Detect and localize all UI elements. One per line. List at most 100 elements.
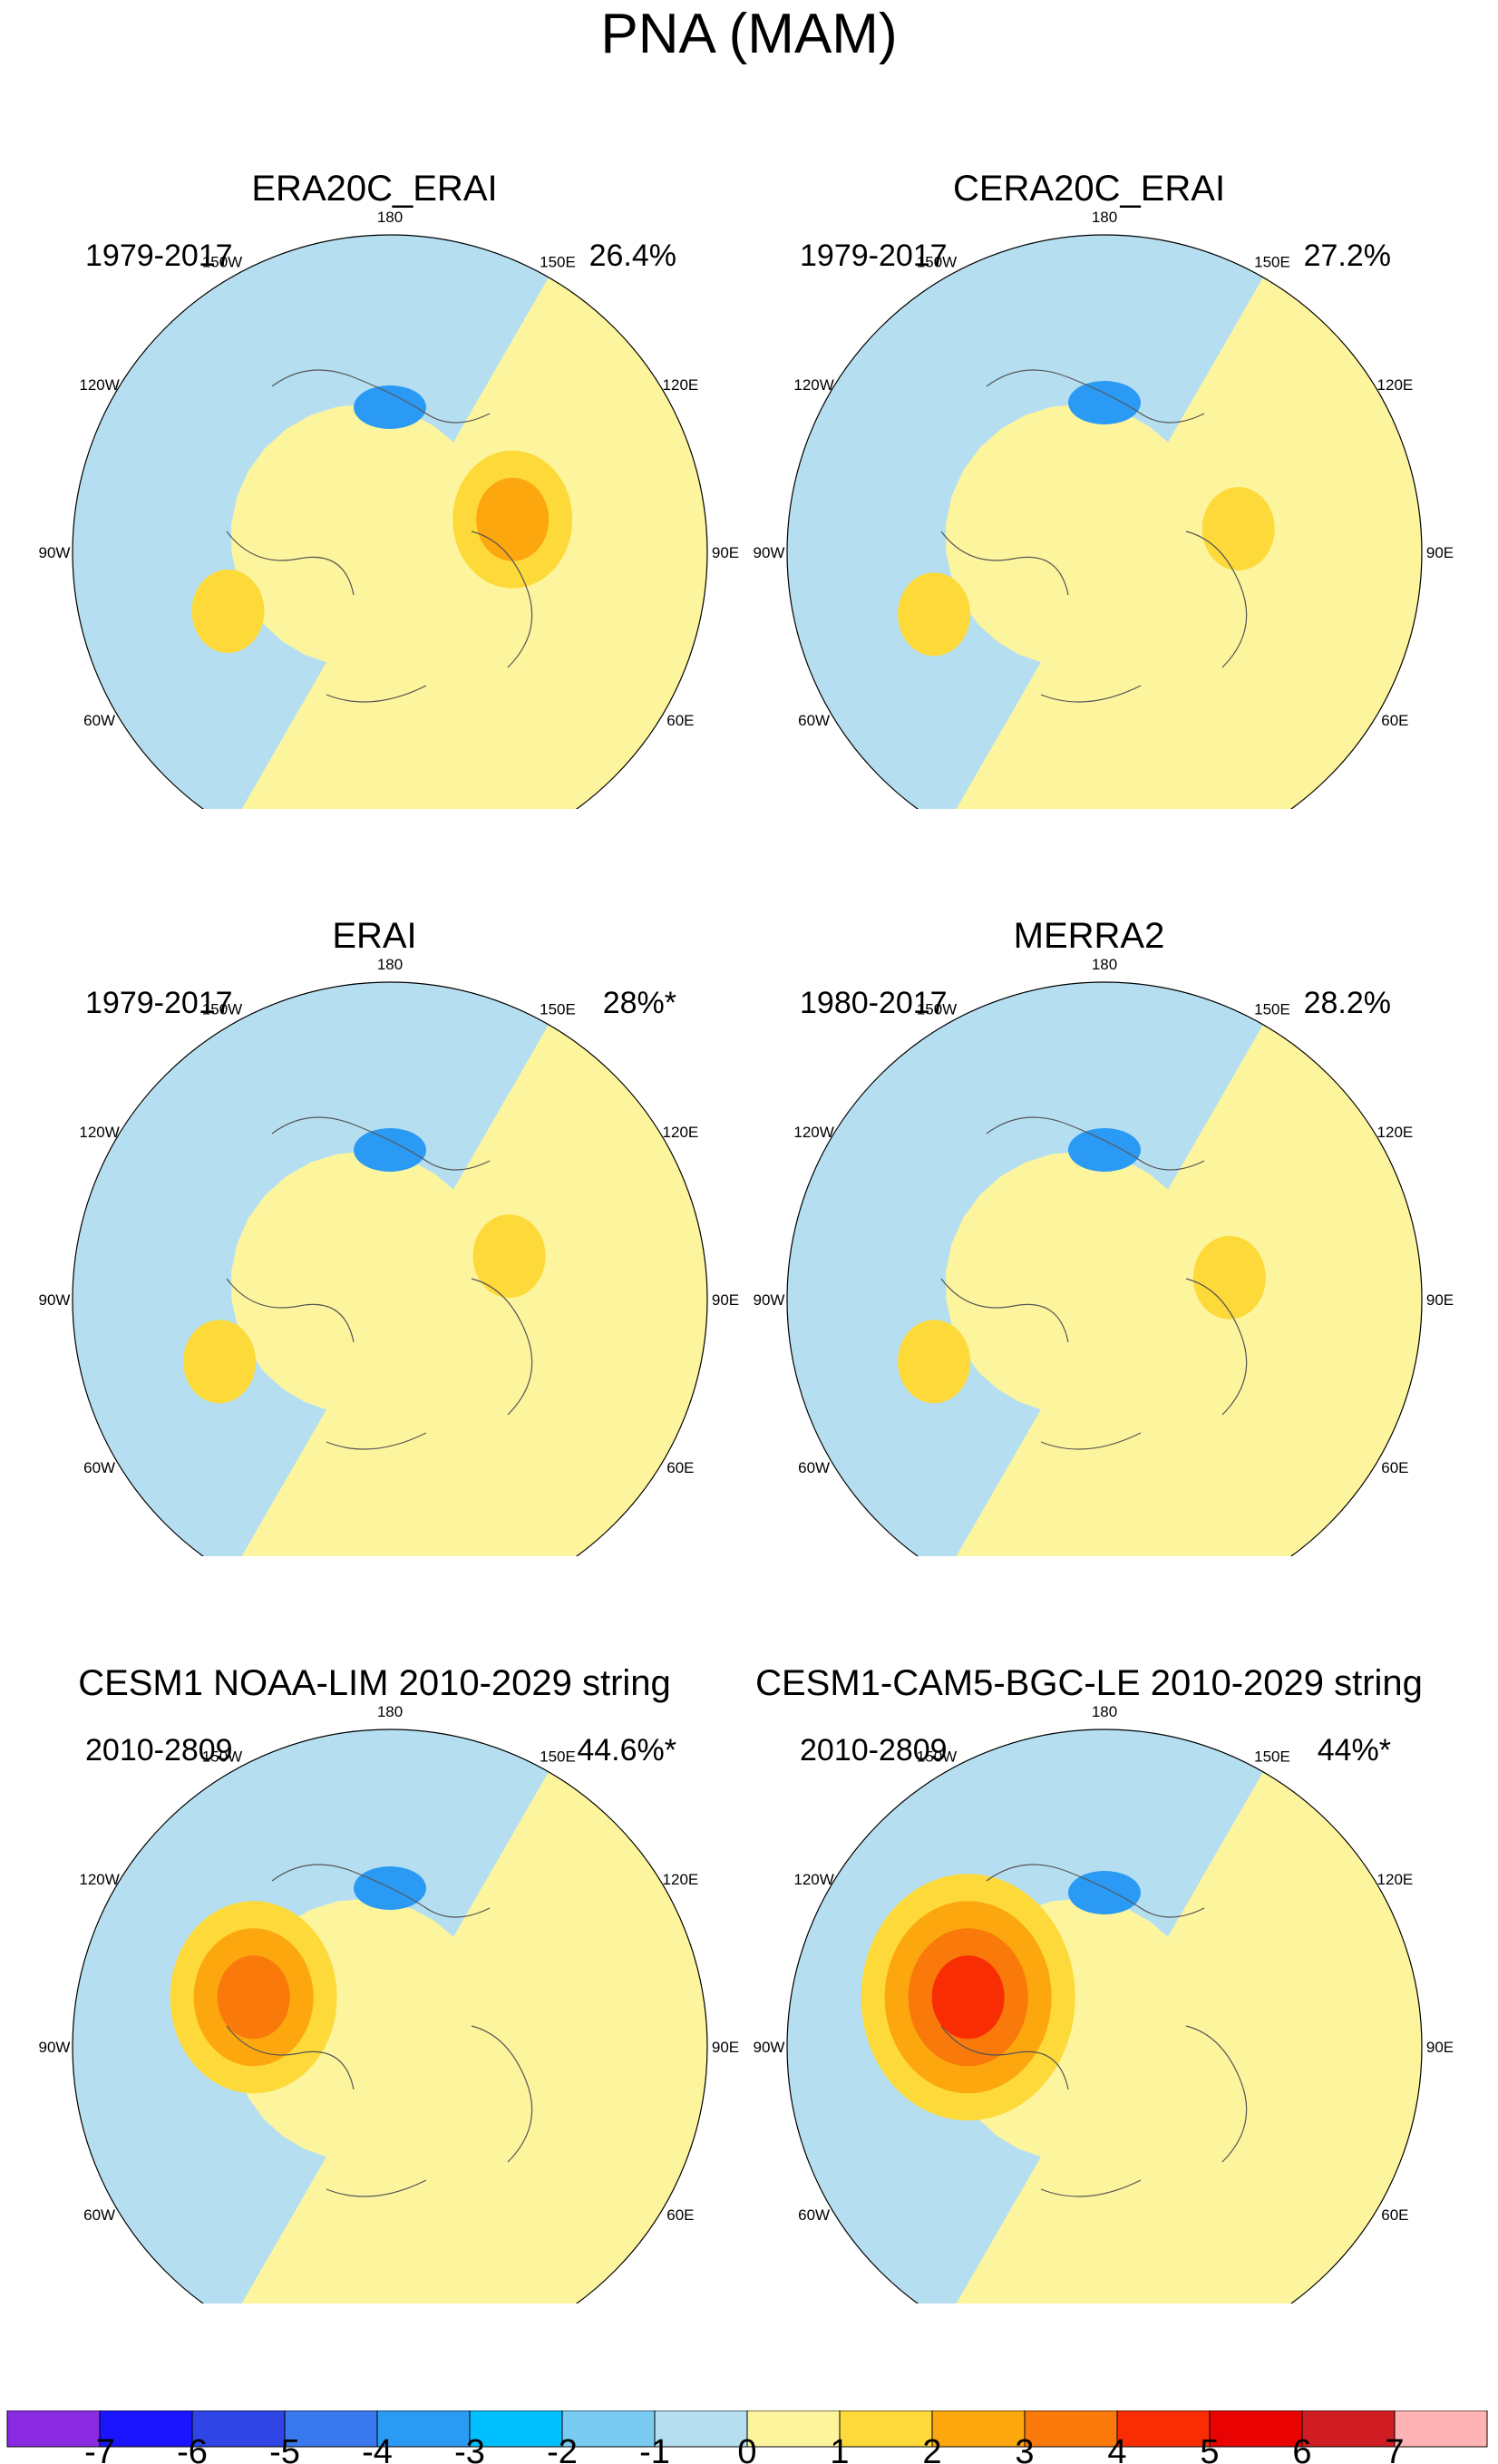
colorbar-swatch: [561, 2410, 656, 2448]
lon-label: 150E: [540, 1748, 576, 1766]
positive-contour: [1192, 1235, 1266, 1320]
negative-band: [787, 982, 1277, 1556]
colorbar-swatch: [376, 2410, 471, 2448]
colorbar-swatch: [1301, 2410, 1396, 2448]
lon-label: 120W: [793, 376, 833, 394]
panel-period: 1979-2017: [85, 986, 233, 1020]
colorbar-swatch: [1024, 2410, 1118, 2448]
colorbar-swatch: [1209, 2410, 1303, 2448]
colorbar-tick: -3: [454, 2433, 485, 2464]
lon-label: 120E: [663, 376, 699, 394]
lon-label: 180: [1092, 956, 1117, 973]
colorbar-swatch: [191, 2410, 286, 2448]
negative-contour: [354, 385, 426, 429]
map-border: [786, 981, 1423, 1556]
lon-label: 150W: [202, 1001, 242, 1018]
lon-label: 150E: [1254, 1001, 1290, 1018]
colorbar-swatch: [654, 2410, 748, 2448]
lon-label: 60E: [1381, 712, 1408, 729]
lon-label: 90W: [39, 544, 71, 561]
polar-map: 180150E120E90E60E30E030W60W90W120W150W: [754, 1703, 1454, 2303]
positive-contour: [472, 1214, 546, 1299]
positive-contour: [898, 1320, 971, 1404]
colorbar-tick: 5: [1200, 2433, 1219, 2464]
figure-title: PNA (MAM): [600, 3, 898, 65]
positive-contour: [931, 1955, 1005, 2040]
lon-label: 60W: [83, 2206, 115, 2224]
map-panel: 180150E120E90E60E30E030W60W90W120W150WER…: [0, 807, 749, 1556]
colorbar-swatch: [746, 2410, 841, 2448]
lon-label: 120E: [1377, 1871, 1414, 1888]
panel-period: 2010-2809: [85, 1733, 233, 1768]
lon-label: 60E: [666, 2206, 694, 2224]
negative-contour: [1068, 1128, 1141, 1172]
panel-variance: 44%*: [1317, 1733, 1391, 1768]
positive-contour: [476, 477, 550, 561]
map-border: [786, 234, 1423, 809]
lon-label: 180: [377, 956, 403, 973]
panel-variance: 27.2%: [1303, 239, 1391, 273]
lon-label: 150E: [1254, 254, 1290, 271]
map-border: [72, 234, 708, 809]
lon-label: 120W: [79, 376, 119, 394]
panel-variance: 28%*: [602, 986, 676, 1020]
lon-label: 90W: [754, 2039, 785, 2056]
colorbar: -7 -6 -5 -4 -3 -2 -1 0 1 2 3 4 5 6 7: [6, 2410, 1488, 2464]
colorbar-swatch: [839, 2410, 933, 2448]
colorbar-swatch: [1394, 2410, 1488, 2448]
lon-label: 150E: [540, 254, 576, 271]
lon-label: 180: [377, 209, 403, 226]
negative-band: [73, 982, 562, 1556]
lon-label: 90W: [754, 1291, 785, 1309]
panel-period: 1979-2017: [800, 239, 948, 273]
coastlines: [226, 1864, 533, 2197]
colorbar-swatch: [6, 2410, 101, 2448]
lon-label: 150W: [917, 1748, 957, 1766]
panel-title: CERA20C_ERAI: [952, 169, 1226, 209]
colorbar-tick: 1: [830, 2433, 849, 2464]
lon-label: 60W: [798, 712, 830, 729]
coastlines: [940, 1864, 1248, 2197]
lon-label: 90W: [39, 2039, 71, 2056]
panel-title: ERAI: [332, 916, 417, 956]
lon-label: 60W: [798, 1459, 830, 1476]
panel-title: ERA20C_ERAI: [251, 169, 498, 209]
lon-label: 180: [377, 1703, 403, 1720]
colorbar-tick: -2: [547, 2433, 578, 2464]
polar-map: 180150E120E90E60E30E030W60W90W120W150W: [39, 956, 739, 1556]
map-border: [786, 1729, 1423, 2303]
colorbar-tick: 4: [1107, 2433, 1126, 2464]
lon-label: 120E: [1377, 1124, 1414, 1141]
lon-label: 60E: [666, 1459, 694, 1476]
map-panel: 180150E120E90E60E30E030W60W90W120W150WCE…: [715, 60, 1464, 809]
negative-contour: [1068, 381, 1141, 424]
lon-label: 60W: [798, 2206, 830, 2224]
panel-variance: 26.4%: [588, 239, 676, 273]
positive-contour: [183, 1320, 257, 1404]
lon-label: 90E: [712, 2039, 739, 2056]
lon-label: 150W: [917, 1001, 957, 1018]
coastlines: [940, 1116, 1248, 1450]
lon-label: 180: [1092, 209, 1117, 226]
colorbar-tick: -1: [639, 2433, 670, 2464]
panel-title: CESM1 NOAA-LIM 2010-2029 string: [78, 1663, 671, 1703]
positive-contour: [1201, 486, 1275, 570]
polar-map: 180150E120E90E60E30E030W60W90W120W150W: [754, 209, 1454, 809]
lon-label: 120W: [793, 1124, 833, 1141]
lon-label: 60E: [1381, 1459, 1408, 1476]
coastlines: [940, 369, 1248, 703]
lon-label: 150W: [202, 1748, 242, 1766]
lon-label: 90E: [1426, 2039, 1454, 2056]
lon-label: 120E: [663, 1871, 699, 1888]
negative-contour: [354, 1128, 426, 1172]
negative-band: [787, 1729, 1277, 2303]
lon-label: 90E: [712, 1291, 739, 1309]
positive-contour: [217, 1955, 290, 2040]
lon-label: 150E: [540, 1001, 576, 1018]
colorbar-tick: 7: [1385, 2433, 1404, 2464]
map-border: [72, 1729, 708, 2303]
lon-label: 150W: [917, 254, 957, 271]
panel-variance: 44.6%*: [577, 1733, 676, 1768]
colorbar-tick: -4: [362, 2433, 393, 2464]
lon-label: 150W: [202, 254, 242, 271]
